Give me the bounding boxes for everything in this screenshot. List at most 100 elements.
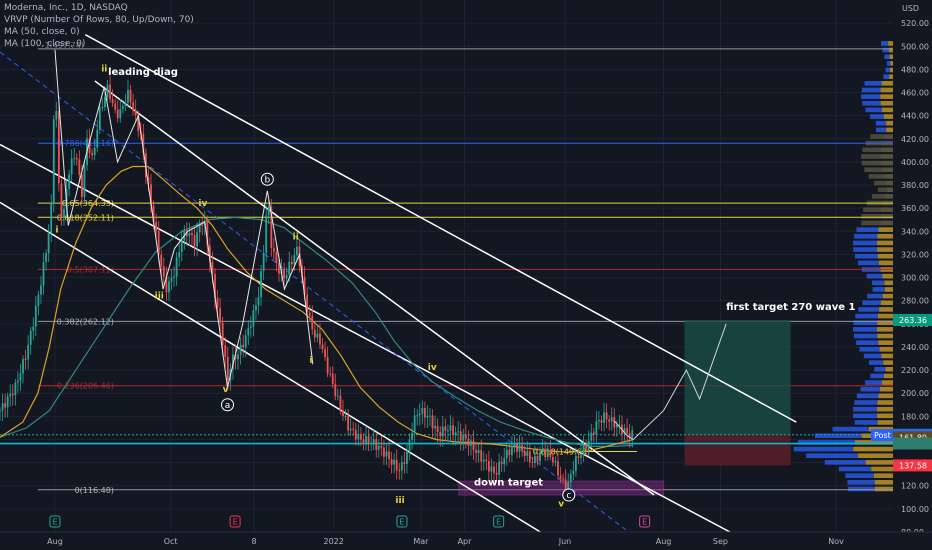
volume-bar-down — [874, 480, 893, 485]
indicator-ma50[interactable]: MA (50, close, 0) — [4, 27, 80, 37]
candle-body — [569, 474, 572, 483]
candle-body — [252, 310, 255, 327]
candle-body — [400, 462, 403, 471]
volume-bar-down — [874, 486, 893, 492]
candle-body — [457, 431, 460, 433]
volume-bar-down — [884, 194, 893, 199]
volume-bar-down — [878, 227, 893, 232]
price-tag-bg — [893, 313, 932, 326]
volume-bar-down — [886, 187, 893, 193]
price-tag-text: 263.36 — [899, 316, 927, 325]
circle-wave-label: c — [566, 491, 571, 501]
candle-body — [326, 357, 329, 374]
price-tag-bg — [893, 459, 932, 472]
volume-bar-down — [853, 446, 893, 452]
volume-bar-down — [880, 147, 893, 153]
volume-bar-up — [883, 74, 890, 79]
candle-body — [162, 266, 165, 277]
volume-bar-down — [873, 473, 893, 478]
volume-bar-up — [853, 247, 878, 252]
candle-body — [618, 424, 621, 426]
candle-body — [523, 450, 526, 456]
chart-title[interactable]: Moderna, Inc., 1D, NASDAQ — [4, 3, 128, 13]
candle-body — [375, 439, 378, 450]
event-letter: E — [52, 518, 57, 527]
candle-body — [265, 215, 268, 253]
volume-bar-up — [870, 114, 884, 119]
candle-body — [587, 440, 590, 449]
volume-bar-up — [856, 393, 879, 399]
candle-body — [393, 459, 396, 465]
wave-label: ii — [293, 232, 299, 242]
volume-bar-up — [793, 446, 854, 452]
earnings-event-marker: E — [493, 515, 505, 528]
candle-body — [613, 417, 616, 428]
candle-body — [418, 413, 421, 416]
volume-bar-down — [858, 453, 893, 459]
candle-body — [362, 439, 365, 444]
candle-body — [388, 451, 390, 460]
candle-body — [70, 158, 73, 175]
candle-body — [88, 138, 91, 153]
y-tick-label: 480.00 — [901, 65, 929, 74]
trend-channel-line — [0, 143, 731, 533]
candle-body — [124, 102, 127, 107]
volume-bar-up — [865, 107, 882, 113]
candle-body — [357, 434, 360, 440]
candle-body — [564, 479, 567, 492]
candle-body — [623, 428, 626, 435]
volume-bar-up — [853, 327, 878, 332]
candle-body — [24, 358, 27, 360]
candle-body — [526, 451, 529, 456]
volume-bar-down — [890, 67, 893, 73]
candle-body — [34, 305, 37, 327]
volume-bar-down — [883, 114, 893, 119]
candle-body — [308, 312, 311, 316]
candle-body — [434, 425, 437, 429]
annotation-text: first target 270 wave 1 — [726, 302, 855, 313]
candle-body — [116, 109, 119, 119]
candle-body — [290, 261, 293, 265]
volume-bar-up — [861, 94, 881, 99]
post-tag-text: Post — [874, 431, 891, 440]
candle-body — [365, 436, 367, 444]
candle-body — [242, 344, 245, 348]
candle-body — [352, 428, 355, 430]
candle-body — [449, 425, 452, 431]
candle-body — [582, 444, 585, 456]
x-tick-label: Aug — [47, 537, 63, 546]
indicator-vrvp[interactable]: VRVP (Number Of Rows, 80, Up/Down, 70) — [4, 15, 194, 25]
candle-body — [516, 443, 518, 452]
x-tick-label: 8 — [252, 537, 257, 546]
candle-body — [498, 461, 501, 475]
candle-body — [1, 403, 4, 411]
candle-body — [9, 393, 12, 397]
indicator-ma100[interactable]: MA (100, close, 0) — [4, 39, 86, 49]
volume-bar-down — [882, 293, 893, 299]
candle-body — [518, 445, 521, 452]
candle-body — [334, 384, 337, 397]
volume-bar-down — [883, 373, 893, 379]
volume-bar-down — [877, 327, 893, 332]
fib-label: 0.786(416.16) — [57, 139, 114, 148]
event-letter: E — [496, 518, 501, 527]
candle-body — [75, 157, 78, 160]
volume-bar-down — [888, 41, 893, 46]
candle-body — [226, 357, 229, 381]
target-profit-zone — [684, 319, 791, 435]
candle-body — [495, 472, 498, 475]
volume-bar-down — [886, 120, 893, 126]
candle-body — [487, 461, 490, 472]
volume-bar-down — [854, 440, 893, 445]
volume-bar-up — [853, 413, 878, 419]
candles — [0, 75, 634, 498]
circle-wave-marker — [221, 398, 235, 412]
candle-body — [155, 222, 158, 231]
candle-body — [377, 445, 380, 450]
volume-bar-up — [838, 466, 872, 472]
candle-body — [311, 315, 314, 330]
candle-body — [562, 478, 565, 480]
candle-body — [331, 373, 334, 385]
fib-label: 0.236(206.46) — [57, 382, 114, 391]
